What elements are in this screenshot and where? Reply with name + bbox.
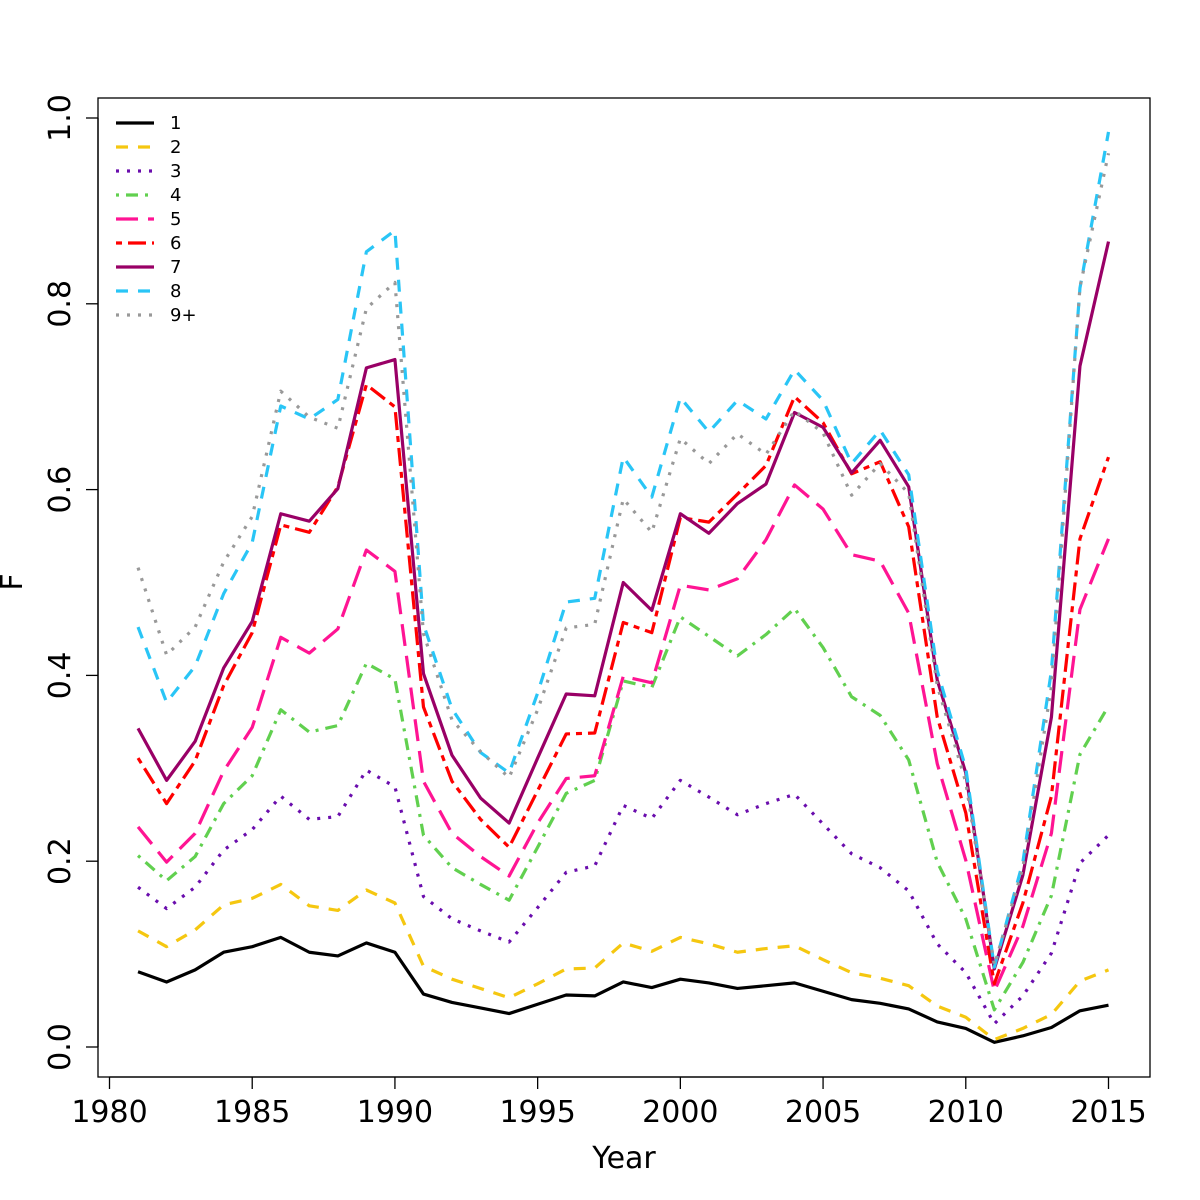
y-tick-label: 1.0: [43, 94, 78, 142]
x-axis: 1980 1985 1990 1995 2000 2005 2010 2015: [71, 1076, 1147, 1130]
x-tick-label: 1995: [499, 1095, 575, 1130]
legend-label: 9+: [170, 305, 197, 326]
series-line-2: [137, 882, 1110, 1042]
legend-label: 1: [170, 113, 181, 134]
legend-label: 7: [170, 257, 181, 278]
legend-label: 3: [170, 161, 181, 182]
y-axis: 0.0 0.2 0.4 0.6 0.8 1.0: [43, 94, 99, 1071]
legend: 1 2 3 4 5 6 7 8 9+: [116, 113, 197, 326]
x-axis-title: Year: [591, 1141, 656, 1176]
y-tick-label: 0.0: [43, 1023, 78, 1071]
legend-label: 5: [170, 209, 181, 230]
y-tick-label: 0.4: [43, 652, 78, 700]
y-axis-title: F: [0, 573, 30, 590]
series-line-3: [137, 768, 1110, 1026]
x-tick-label: 2000: [642, 1095, 718, 1130]
series-line-7: [136, 241, 1111, 971]
series-line-5: [136, 483, 1110, 993]
x-tick-label: 1980: [71, 1095, 147, 1130]
legend-label: 4: [170, 185, 181, 206]
series-line-1: [137, 935, 1109, 1044]
legend-label: 8: [170, 281, 181, 302]
y-tick-label: 0.8: [43, 280, 78, 328]
series-line-4: [136, 606, 1110, 1012]
y-tick-label: 0.2: [43, 837, 78, 885]
x-tick-label: 1990: [357, 1095, 433, 1130]
series-layer: [136, 131, 1111, 1044]
legend-label: 2: [170, 137, 181, 158]
series-line-8: [136, 131, 1111, 969]
series-line-6: [136, 383, 1111, 986]
x-tick-label: 2005: [785, 1095, 861, 1130]
y-tick-label: 0.6: [43, 466, 78, 514]
x-tick-label: 1985: [214, 1095, 290, 1130]
x-tick-label: 2015: [1070, 1095, 1146, 1130]
legend-label: 6: [170, 233, 181, 254]
x-tick-label: 2010: [928, 1095, 1004, 1130]
